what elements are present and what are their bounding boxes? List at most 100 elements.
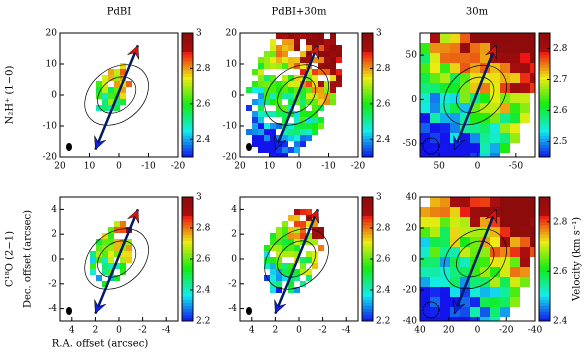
map-pixel: [264, 141, 270, 147]
map-pixel: [288, 147, 294, 153]
colorbar-segment: [362, 119, 373, 124]
outflow-arrow: [94, 261, 118, 315]
map-pixel: [510, 83, 520, 93]
colorbar-tick-label: 2.8: [196, 224, 211, 234]
map-pixel: [430, 73, 440, 83]
colorbar-segment: [182, 203, 193, 207]
colorbar-segment: [182, 36, 193, 40]
colorbar-tick-label: 2.5: [553, 137, 568, 147]
map-pixel: [510, 287, 520, 297]
colorbar-segment: [362, 234, 373, 238]
map-pixel: [258, 123, 264, 129]
y-tick-label: -50: [403, 139, 418, 149]
map-pixel: [294, 123, 300, 129]
map-pixel: [450, 93, 460, 103]
map-pixel: [258, 93, 264, 99]
map-pixel: [530, 207, 535, 217]
colorbar-segment: [539, 255, 550, 260]
colorbar-segment: [362, 64, 373, 68]
map-pixel: [460, 257, 470, 267]
map-pixel: [294, 135, 300, 141]
map-pixel: [114, 251, 120, 257]
map-pixel: [294, 209, 300, 215]
map-pixel: [264, 263, 270, 269]
colorbar-segment: [362, 302, 373, 306]
map-pixel: [470, 53, 480, 63]
map-pixel: [120, 93, 126, 99]
map-pixel: [270, 39, 276, 45]
colorbar-segment: [182, 243, 193, 248]
x-tick-label: 0: [475, 162, 481, 172]
colorbar-segment: [539, 88, 550, 93]
map-pixel: [460, 267, 470, 277]
contour: [97, 240, 137, 278]
colorbar-segment: [539, 60, 550, 65]
map-pixel: [318, 117, 324, 123]
colorbar-tick-label: 2.6: [196, 99, 211, 109]
map-pixel: [264, 81, 270, 87]
y-tick-label: 0: [231, 91, 237, 101]
colorbar-segment: [539, 277, 550, 282]
map-pixel: [450, 227, 460, 237]
map-pixel: [450, 53, 460, 63]
map-pixel: [500, 113, 510, 123]
colorbar-segment: [182, 60, 193, 65]
map-pixel: [520, 93, 530, 103]
map-pixel: [102, 251, 108, 257]
map-pixel: [270, 81, 276, 87]
map-pixel: [420, 237, 430, 247]
map-pixel: [252, 129, 258, 135]
map-pixel: [258, 57, 264, 63]
map-pixel: [480, 307, 490, 317]
map-pixel: [520, 227, 530, 237]
map-pixel: [460, 113, 470, 123]
map-pixel: [252, 81, 258, 87]
y-tick-label: -40: [403, 317, 418, 327]
x-tick-label: -20: [499, 326, 514, 336]
map-pixel: [460, 287, 470, 297]
map-pixel: [460, 227, 470, 237]
map-pixel: [430, 197, 440, 207]
map-pixel: [480, 103, 490, 113]
colorbar-segment: [539, 57, 550, 62]
colorbar-segment: [539, 215, 550, 220]
colorbar-segment: [362, 85, 373, 90]
colorbar-segment: [539, 246, 550, 251]
map-pixel: [282, 269, 288, 275]
map-pixel: [294, 75, 300, 81]
colorbar-segment: [539, 268, 550, 272]
map-pixel: [440, 297, 450, 307]
map-pixel: [258, 87, 264, 93]
colorbar-frame: [181, 32, 194, 158]
colorbar-segment: [539, 252, 550, 257]
beam: [66, 143, 72, 151]
map-pixel: [530, 197, 535, 207]
map-pixel: [490, 33, 500, 43]
map-pixel: [300, 123, 306, 129]
colorbar-segment: [539, 45, 550, 49]
velocity-map: [246, 33, 342, 157]
colorbar-segment: [362, 296, 373, 300]
map-pixel: [114, 245, 120, 251]
colorbar-segment: [362, 209, 373, 213]
map-pixel: [500, 143, 510, 153]
map-pixel: [300, 57, 306, 63]
map-pixel: [282, 221, 288, 227]
map-pixel: [306, 69, 312, 75]
map-pixel: [288, 123, 294, 129]
map-pixel: [108, 245, 114, 251]
colorbar-segment: [182, 317, 193, 322]
y-tick-label: -20: [223, 153, 238, 163]
map-pixel: [270, 99, 276, 105]
x-tick-label: 10: [264, 162, 276, 172]
map-pixel: [300, 227, 306, 233]
map-pixel: [500, 197, 510, 207]
map-pixel: [440, 153, 450, 157]
colorbar-segment: [182, 265, 193, 269]
map-pixel: [312, 233, 318, 239]
x-tick-label: -20: [171, 162, 186, 172]
map-pixel: [288, 75, 294, 81]
map-pixel: [420, 103, 430, 113]
colorbar-segment: [182, 54, 193, 59]
colorbar-segment: [539, 135, 550, 139]
